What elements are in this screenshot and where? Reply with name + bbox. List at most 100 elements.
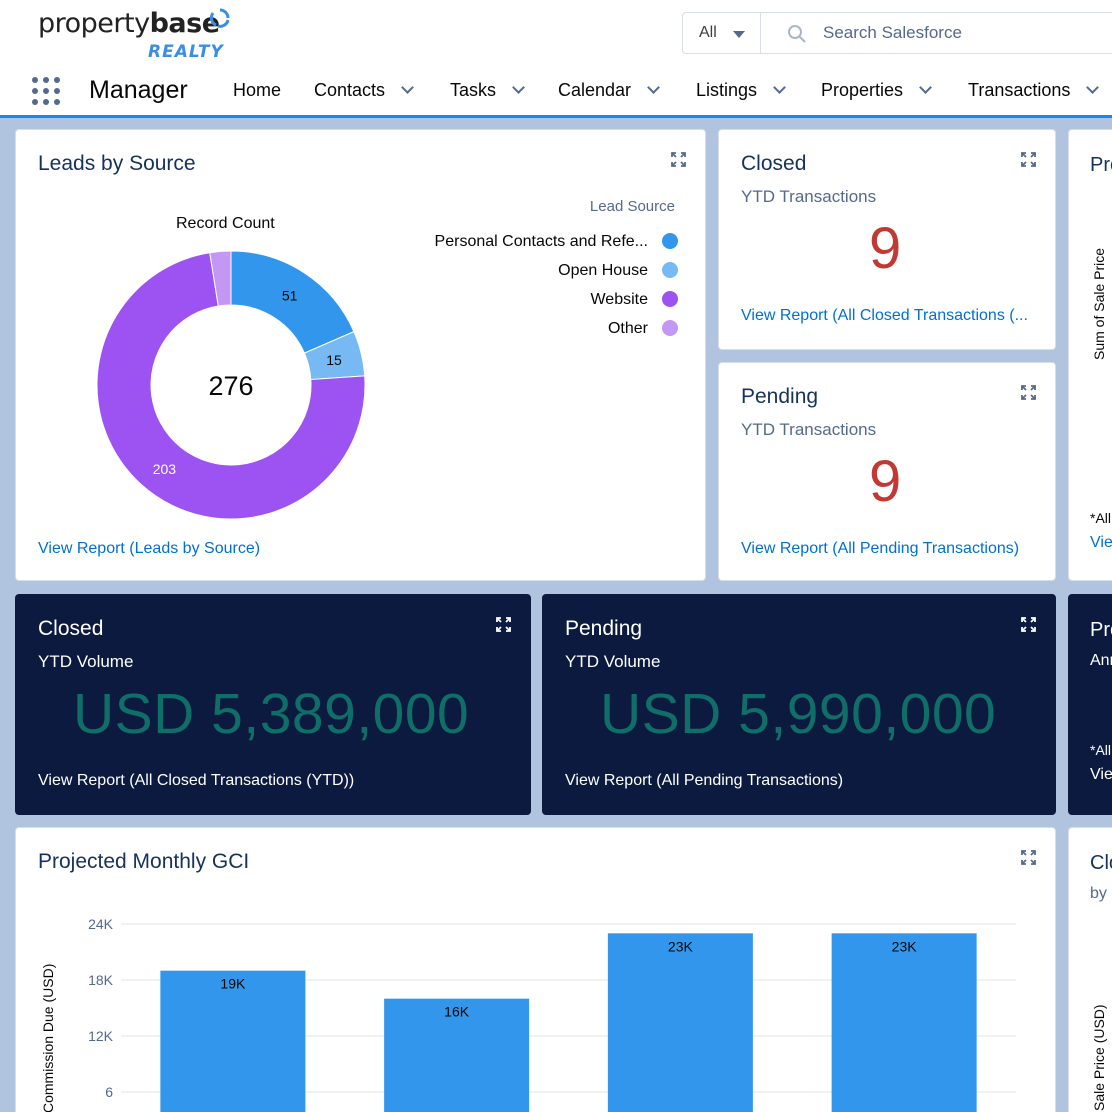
- bar-data-label: 19K: [220, 976, 246, 992]
- partial-right-top-card: Pro Sum of Sale Price *All View: [1068, 129, 1112, 581]
- chart-title: Record Count: [176, 215, 275, 232]
- gci-bar[interactable]: [384, 998, 530, 1112]
- nav-item-tasks[interactable]: Tasks: [450, 80, 525, 101]
- legend-item-website[interactable]: Website: [590, 288, 678, 309]
- legend-item-personal-contacts[interactable]: Personal Contacts and Refe...: [435, 230, 678, 251]
- expand-icon[interactable]: [1021, 850, 1036, 865]
- chevron-down-icon[interactable]: [773, 81, 786, 94]
- donut-slice-website[interactable]: [96, 252, 366, 520]
- card-subtitle: YTD Volume: [565, 652, 661, 671]
- bar-data-label: 16K: [444, 1004, 470, 1020]
- legend-title: Lead Source: [589, 198, 675, 215]
- chevron-down-icon[interactable]: [647, 81, 660, 94]
- legend-dot: [662, 233, 678, 249]
- app-navigation: Manager Home Contacts Tasks Calendar Lis…: [0, 68, 1112, 115]
- chevron-down-icon[interactable]: [401, 81, 414, 94]
- y-tick-label: 24K: [88, 916, 114, 932]
- y-tick-label: 12K: [88, 1028, 114, 1044]
- search-scope-dropdown[interactable]: All: [683, 13, 761, 53]
- projected-monthly-gci-card: Projected Monthly GCI 24K 18K 12K 6 Commissi…: [15, 827, 1056, 1112]
- gci-bar[interactable]: [831, 933, 977, 1112]
- nav-item-contacts[interactable]: Contacts: [314, 80, 414, 101]
- card-title: Pro: [1090, 154, 1112, 176]
- view-report-link[interactable]: View Report (Leads by Source): [38, 540, 261, 557]
- footnote: *All: [1090, 742, 1112, 758]
- pending-transactions-card: Pending YTD Transactions 9 View Report (…: [718, 362, 1056, 581]
- donut-data-label: 51: [282, 288, 298, 304]
- card-subtitle: by: [1090, 885, 1107, 902]
- partial-right-bottom-card: Clo by Sale Price (USD): [1068, 827, 1112, 1112]
- leads-donut-chart: 51 15 203 276: [96, 250, 366, 520]
- chevron-down-icon[interactable]: [919, 81, 932, 94]
- global-header: propertybase REALTY All Manager Home Con…: [0, 0, 1112, 118]
- gci-bar-chart: 24K 18K 12K 6 Commission Due (USD) 19K 16K 23K 2…: [40, 916, 1016, 1112]
- bar-data-label: 23K: [668, 938, 694, 954]
- search-input[interactable]: [823, 21, 1112, 45]
- pending-volume-metric: USD 5,990,000: [600, 682, 997, 746]
- legend-dot: [662, 262, 678, 278]
- expand-icon[interactable]: [671, 152, 686, 167]
- expand-icon[interactable]: [1021, 385, 1036, 400]
- closed-transactions-card: Closed YTD Transactions 9 View Report (A…: [718, 129, 1056, 350]
- nav-item-calendar[interactable]: Calendar: [558, 80, 660, 101]
- propertybase-logo[interactable]: propertybase REALTY: [38, 8, 230, 62]
- pending-count-metric: 9: [869, 449, 902, 514]
- card-title: Projected Monthly GCI: [38, 850, 250, 873]
- donut-center-total: 276: [208, 371, 253, 401]
- card-title: Leads by Source: [38, 152, 196, 175]
- y-axis-label: Sale Price (USD): [1091, 1004, 1107, 1111]
- logo-wordmark: propertybase: [38, 8, 220, 39]
- donut-slice-other[interactable]: [209, 250, 232, 307]
- leads-by-source-card: Leads by Source Record Count 51 15 203 276 …: [15, 129, 706, 581]
- card-subtitle: YTD Volume: [38, 652, 134, 671]
- y-tick-label: 6: [105, 1084, 113, 1100]
- y-tick-label: 18K: [88, 972, 114, 988]
- y-axis-label: Sum of Sale Price: [1091, 247, 1107, 360]
- view-report-link[interactable]: View: [1090, 534, 1112, 551]
- nav-item-home[interactable]: Home: [233, 80, 282, 100]
- expand-icon[interactable]: [496, 617, 511, 632]
- closed-count-metric: 9: [869, 216, 902, 281]
- legend-item-open-house[interactable]: Open House: [558, 259, 678, 280]
- closed-volume-metric: USD 5,389,000: [73, 682, 470, 746]
- view-report-link[interactable]: View: [1090, 766, 1112, 783]
- card-title: Pending: [565, 617, 643, 640]
- expand-icon[interactable]: [1021, 617, 1036, 632]
- global-search: All: [682, 12, 1112, 54]
- pending-volume-card: Pending YTD Volume USD 5,990,000 View Re…: [542, 594, 1056, 815]
- nav-item-listings[interactable]: Listings: [696, 80, 786, 101]
- view-report-link[interactable]: View Report (All Closed Transactions (YT…: [38, 772, 355, 789]
- partial-right-mid-card: Pro Ann *All View: [1068, 594, 1112, 815]
- bar-data-label: 23K: [892, 938, 918, 954]
- view-report-link[interactable]: View Report (All Pending Transactions): [741, 540, 1020, 557]
- card-title: Pending: [741, 385, 819, 408]
- gci-bar[interactable]: [160, 970, 306, 1112]
- nav-item-transactions[interactable]: Transactions: [968, 80, 1100, 101]
- closed-volume-card: Closed YTD Volume USD 5,389,000 View Rep…: [15, 594, 531, 815]
- legend-item-other[interactable]: Other: [608, 317, 678, 338]
- search-scope-label: All: [699, 24, 717, 41]
- legend-dot: [662, 320, 678, 336]
- y-axis-label: Commission Due (USD): [40, 964, 56, 1112]
- expand-icon[interactable]: [1021, 152, 1036, 167]
- card-subtitle: YTD Transactions: [741, 187, 877, 206]
- legend-dot: [662, 291, 678, 307]
- card-title: Clo: [1090, 852, 1112, 874]
- donut-data-label: 15: [326, 352, 342, 368]
- card-title: Closed: [741, 152, 807, 175]
- chevron-down-icon[interactable]: [512, 81, 525, 94]
- app-name: Manager: [89, 76, 188, 104]
- donut-data-label: 203: [153, 461, 177, 477]
- search-icon: [788, 25, 806, 43]
- card-subtitle: Ann: [1090, 652, 1112, 669]
- view-report-link[interactable]: View Report (All Closed Transactions (..…: [741, 307, 1028, 324]
- view-report-link[interactable]: View Report (All Pending Transactions): [565, 772, 844, 789]
- footnote: *All: [1090, 510, 1112, 526]
- logo-mark-icon: [210, 8, 230, 28]
- app-launcher-icon[interactable]: [32, 77, 60, 105]
- card-title: Pro: [1090, 619, 1112, 641]
- caret-down-icon: [733, 31, 745, 38]
- gci-bar[interactable]: [607, 933, 753, 1112]
- nav-item-properties[interactable]: Properties: [821, 80, 932, 101]
- chevron-down-icon[interactable]: [1086, 81, 1100, 94]
